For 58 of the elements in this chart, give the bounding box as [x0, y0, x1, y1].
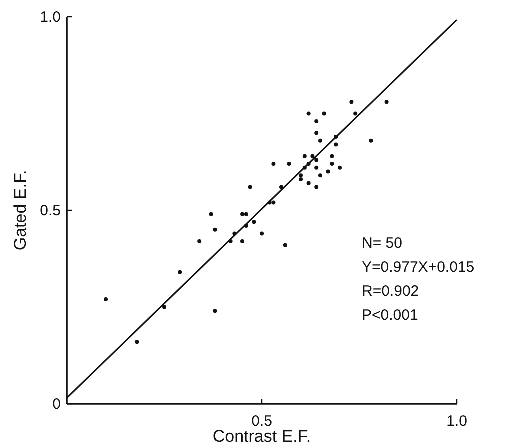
- y-tick-label: 1.0: [40, 9, 61, 26]
- point: [314, 119, 319, 124]
- point: [104, 298, 108, 302]
- point: [350, 100, 354, 104]
- point: [334, 134, 338, 139]
- point: [310, 154, 315, 158]
- point: [306, 162, 311, 166]
- x-axis-title: Contrast E.F.: [212, 427, 312, 446]
- point: [244, 212, 248, 216]
- point: [314, 158, 319, 162]
- point: [318, 138, 322, 143]
- point: [272, 200, 276, 205]
- point: [213, 309, 218, 314]
- annotation: N= 50: [362, 235, 402, 252]
- y-tick-label: 0: [52, 396, 61, 413]
- point: [330, 162, 334, 166]
- point: [354, 112, 358, 116]
- point: [384, 100, 389, 104]
- point: [198, 239, 202, 244]
- point: [135, 340, 140, 344]
- point: [322, 112, 326, 116]
- point: [306, 112, 311, 116]
- point: [162, 305, 166, 310]
- point: [299, 174, 303, 178]
- point: [232, 232, 237, 236]
- point: [314, 131, 319, 136]
- annotation: Y=0.977X+0.015: [362, 259, 475, 276]
- point: [280, 185, 284, 190]
- annotation: R=0.902: [362, 283, 420, 300]
- point: [248, 185, 252, 190]
- point: [302, 154, 307, 158]
- point: [314, 166, 319, 170]
- point: [306, 181, 311, 186]
- point: [252, 220, 256, 224]
- point: [244, 224, 248, 228]
- point: [228, 239, 233, 244]
- point: [326, 170, 330, 174]
- point: [178, 270, 182, 274]
- point: [240, 212, 244, 216]
- point: [209, 212, 214, 216]
- point: [330, 154, 334, 158]
- y-axis-title: Gated E.F.: [11, 170, 30, 251]
- point: [272, 162, 276, 166]
- point: [369, 138, 374, 143]
- point: [318, 174, 322, 178]
- point: [299, 178, 303, 182]
- point: [213, 228, 218, 232]
- point: [260, 232, 264, 236]
- point: [287, 162, 292, 166]
- point: [314, 185, 319, 190]
- point: [240, 239, 244, 244]
- point: [338, 166, 342, 170]
- y-tick-label: 0.5: [40, 202, 61, 220]
- point: [302, 166, 307, 170]
- point: [268, 200, 272, 205]
- point: [334, 142, 338, 147]
- annotation: P<0.001: [362, 307, 418, 324]
- point: [283, 243, 288, 248]
